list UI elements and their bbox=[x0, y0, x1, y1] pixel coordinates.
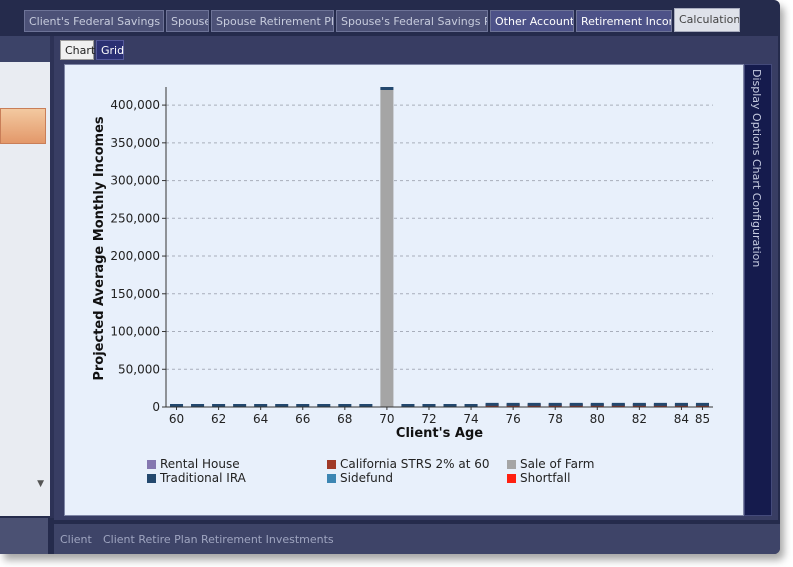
x-tick-label: 80 bbox=[590, 412, 605, 426]
display-options-tab[interactable]: Display Options bbox=[750, 69, 763, 156]
left-panel-header bbox=[0, 36, 50, 62]
tab-retirement-income[interactable]: Retirement Income bbox=[576, 10, 672, 32]
scroll-down-icon[interactable]: ▼ bbox=[37, 479, 44, 489]
bar-traditional-ira-age-85 bbox=[695, 402, 710, 406]
tab-spouse-retirement-plan[interactable]: Spouse Retirement Plan bbox=[211, 10, 334, 32]
bar-traditional-ira-age-65 bbox=[275, 404, 289, 407]
legend-item-sale-of-farm: Sale of Farm bbox=[507, 457, 594, 471]
tab-calculations[interactable]: Calculations bbox=[674, 8, 740, 32]
legend-swatch bbox=[507, 460, 516, 469]
chart-legend: Rental House California STRS 2% at 60 Sale… bbox=[147, 457, 707, 497]
bar-traditional-ira-age-60 bbox=[169, 404, 184, 407]
legend-item-traditional-ira: Traditional IRA bbox=[147, 471, 246, 485]
bar-traditional-ira-age-75 bbox=[485, 402, 499, 406]
bottom-item-client[interactable]: Client bbox=[60, 533, 92, 546]
bar-traditional-ira-age-63 bbox=[233, 404, 247, 407]
bar-traditional-ira-age-83 bbox=[653, 402, 667, 406]
chart-configuration-tab[interactable]: Chart Configuration bbox=[750, 159, 763, 268]
x-axis-title: Client's Age bbox=[396, 426, 483, 441]
legend-swatch bbox=[327, 460, 336, 469]
bar-traditional-ira-age-61 bbox=[191, 404, 205, 407]
y-tick-label: 0 bbox=[152, 400, 160, 414]
chart-area: 0 50,000 100,000 150,000 200,000 250,000 300,0… bbox=[64, 64, 744, 516]
bottom-item-retirement-investments[interactable]: Retirement Investments bbox=[201, 533, 334, 546]
tab-spouses-federal-savings-plan[interactable]: Spouse's Federal Savings Plan bbox=[336, 10, 488, 32]
x-tick-label: 74 bbox=[463, 412, 478, 426]
legend-label: Shortfall bbox=[520, 471, 571, 485]
legend-item-rental-house: Rental House bbox=[147, 457, 240, 471]
y-tick-label: 200,000 bbox=[110, 249, 160, 263]
x-tick-label: 76 bbox=[505, 412, 520, 426]
y-axis-title: Projected Average Monthly Incomes bbox=[92, 116, 107, 381]
x-tick-label: 85 bbox=[695, 412, 710, 426]
tab-other-accounts[interactable]: Other Accounts bbox=[490, 10, 574, 32]
bar-traditional-ira-age-73 bbox=[443, 404, 457, 407]
legend-item-shortfall: Shortfall bbox=[507, 471, 570, 485]
x-tick-label: 72 bbox=[421, 412, 436, 426]
legend-swatch bbox=[327, 474, 336, 483]
tab-grid[interactable]: Grid bbox=[96, 40, 124, 60]
legend-swatch bbox=[507, 474, 516, 483]
income-chart: 0 50,000 100,000 150,000 200,000 250,000 300,0… bbox=[92, 87, 713, 441]
legend-item-california-strs-2-at-60: California STRS 2% at 60 bbox=[327, 457, 490, 471]
legend-swatch bbox=[147, 474, 156, 483]
y-tick-label: 400,000 bbox=[110, 98, 160, 112]
left-bottom-panel bbox=[0, 518, 48, 554]
bar-sale-of-farm-age-70 bbox=[380, 90, 394, 407]
y-tick-label: 350,000 bbox=[110, 136, 160, 150]
bar-traditional-ira-age-66 bbox=[296, 404, 310, 407]
x-tick-label: 70 bbox=[379, 412, 394, 426]
bottom-item-client-retire-plan[interactable]: Client Retire Plan bbox=[103, 533, 198, 546]
legend-label: Sidefund bbox=[340, 471, 394, 485]
bar-traditional-ira-age-71 bbox=[401, 404, 415, 407]
bar-traditional-ira-age-81 bbox=[611, 402, 625, 406]
legend-label: Traditional IRA bbox=[160, 471, 246, 485]
tab-clients-federal-savings-plan[interactable]: Client's Federal Savings Plan bbox=[24, 10, 164, 32]
bar-traditional-ira-age-77 bbox=[527, 402, 541, 406]
application-window: Client's Federal Savings PlanSpouseSpous… bbox=[0, 0, 780, 554]
left-selected-item[interactable] bbox=[0, 108, 46, 144]
x-tick-label: 82 bbox=[632, 412, 647, 426]
x-tick-label: 78 bbox=[548, 412, 563, 426]
x-tick-label: 64 bbox=[253, 412, 268, 426]
bottom-navigation: Client Client Retire Plan Retirement Inv… bbox=[54, 524, 780, 554]
x-tick-label: 84 bbox=[674, 412, 689, 426]
legend-label: California STRS 2% at 60 bbox=[340, 457, 490, 471]
bar-traditional-ira-age-76 bbox=[506, 402, 520, 406]
y-tick-label: 100,000 bbox=[110, 325, 160, 339]
bar-traditional-ira-age-69 bbox=[359, 404, 373, 407]
tab-chart[interactable]: Chart bbox=[60, 40, 95, 60]
legend-item-sidefund: Sidefund bbox=[327, 471, 393, 485]
y-tick-label: 300,000 bbox=[110, 174, 160, 188]
top-tab-strip: Client's Federal Savings PlanSpouseSpous… bbox=[0, 8, 780, 34]
content-frame: Chart Grid 0 50,000 100,000 150,000 200,000 2… bbox=[54, 36, 778, 520]
bar-traditional-ira-age-64 bbox=[254, 404, 268, 407]
bar-traditional-ira-age-80 bbox=[590, 402, 604, 406]
legend-swatch bbox=[147, 460, 156, 469]
bar-traditional-ira-age-82 bbox=[632, 402, 646, 406]
bar-traditional-ira-age-84 bbox=[674, 402, 688, 406]
legend-label: Rental House bbox=[160, 457, 240, 471]
bar-traditional-ira-age-62 bbox=[212, 404, 226, 407]
bar-traditional-ira-age-67 bbox=[317, 404, 331, 407]
bar-traditional-ira-age-78 bbox=[548, 402, 562, 406]
bar-traditional-ira-age-74 bbox=[464, 404, 478, 407]
x-tick-label: 60 bbox=[169, 412, 184, 426]
legend-label: Sale of Farm bbox=[520, 457, 595, 471]
x-tick-label: 62 bbox=[211, 412, 226, 426]
y-tick-label: 50,000 bbox=[118, 362, 160, 376]
tab-spouse[interactable]: Spouse bbox=[166, 10, 209, 32]
left-panel: ▼ bbox=[0, 36, 50, 516]
bar-traditional-ira-age-72 bbox=[422, 404, 436, 407]
bar-traditional-ira-age-68 bbox=[338, 404, 352, 407]
y-tick-label: 250,000 bbox=[110, 211, 160, 225]
side-panel: Display Options Chart Configuration bbox=[744, 64, 772, 516]
y-tick-label: 150,000 bbox=[110, 287, 160, 301]
x-tick-label: 68 bbox=[337, 412, 352, 426]
x-tick-label: 66 bbox=[295, 412, 310, 426]
bar-traditional-ira-age-70 bbox=[380, 87, 394, 90]
bar-traditional-ira-age-79 bbox=[569, 402, 583, 406]
